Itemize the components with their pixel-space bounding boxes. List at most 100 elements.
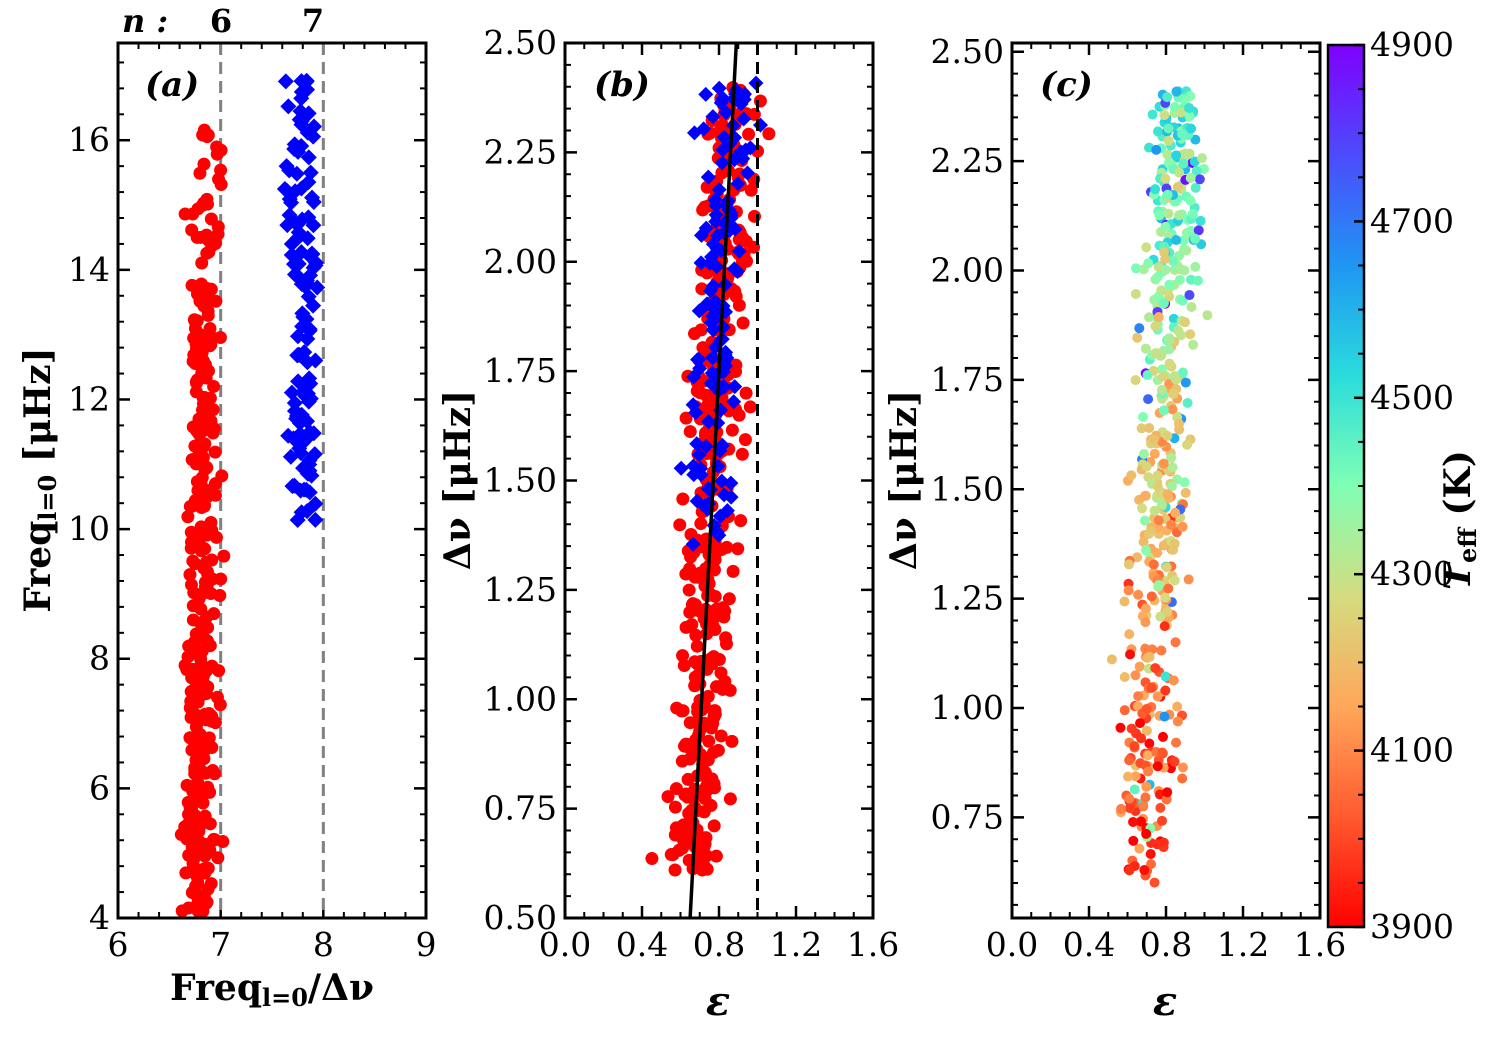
panel-c-point: [1158, 405, 1169, 416]
panel-c-point: [1134, 323, 1145, 334]
panel-c-x-tick-label: 0.4: [1063, 925, 1115, 964]
panel-b-point-n7: [705, 109, 721, 125]
panel-c-point: [1196, 153, 1207, 164]
panel-a-point-n6: [188, 763, 202, 777]
panel-c-point: [1138, 448, 1149, 459]
panel-c-point: [1177, 295, 1188, 306]
panel-b-point-n6: [689, 628, 703, 642]
panel-c-point: [1152, 761, 1163, 772]
panel-a-point-n6: [191, 785, 205, 799]
panel-c-point: [1168, 389, 1179, 400]
panel-c-point: [1136, 733, 1147, 744]
panel-a-point-n6: [191, 484, 205, 498]
panel-c-point: [1130, 375, 1141, 386]
panel-b-point-n6: [688, 570, 702, 584]
panel-c-point: [1126, 470, 1137, 481]
panel-b-x-tick-label: 0.0: [539, 925, 591, 964]
panel-c-point: [1184, 111, 1195, 122]
panel-b-point-n6: [698, 837, 712, 851]
panel-c-point: [1150, 184, 1161, 195]
panel-a-point-n6: [193, 727, 207, 741]
panel-a-tag: (a): [145, 65, 199, 105]
panel-a-y-tick-label: 16: [68, 120, 110, 159]
panel-c-point: [1167, 255, 1178, 266]
panel-b-point-n6: [661, 790, 675, 804]
panel-c-point: [1170, 507, 1181, 518]
panel-a-point-n6: [215, 469, 229, 483]
panel-a-y-tick-label: 6: [89, 768, 110, 807]
panel-a-point-n6: [197, 561, 211, 575]
panel-a-point-n6: [179, 866, 193, 880]
panel-c-point: [1141, 828, 1152, 839]
panel-c-point: [1132, 332, 1143, 343]
panel-c-point: [1186, 301, 1197, 312]
panel-b-point-n6: [720, 540, 734, 554]
panel-c-point: [1130, 263, 1141, 274]
panel-c-y-tick-label: 0.75: [931, 797, 1004, 836]
panel-a-x-tick-labels: 6 7 8 9: [108, 925, 437, 964]
panel-c-point: [1140, 792, 1151, 803]
panel-a-point-n7: [277, 73, 294, 90]
panel-b-point-n6: [676, 704, 690, 718]
panel-a-point-n6: [210, 690, 224, 704]
panel-c-point: [1187, 208, 1198, 219]
panel-a-point-n7: [302, 267, 319, 284]
panel-a-y-tick-label: 14: [68, 250, 110, 289]
panel-a-point-n6: [198, 580, 212, 594]
panel-b-point-n6: [690, 639, 704, 653]
panel-a-point-n7: [297, 278, 314, 295]
panel-a-point-n7: [294, 305, 311, 322]
panel-b-point-n6: [696, 341, 710, 355]
panel-c-point: [1143, 528, 1154, 539]
colorbar-tick-label: 4100: [1370, 731, 1454, 770]
panel-c-point: [1152, 691, 1163, 702]
panel-b-y-axis-title: Δν [μHz]: [437, 390, 479, 570]
panel-b-point-n7: [708, 207, 724, 223]
panel-a-point-n6: [203, 785, 217, 799]
panel-c-point: [1179, 477, 1190, 488]
panel-b-point-n7: [700, 169, 716, 185]
panel-c-point: [1177, 521, 1188, 532]
panel-c-point: [1115, 722, 1126, 733]
panel-c-point: [1182, 439, 1193, 450]
panel-c-point: [1164, 344, 1175, 355]
panel-c-point: [1146, 591, 1157, 602]
panel-b-point-n7: [738, 142, 754, 158]
panel-c-point: [1144, 651, 1155, 662]
panel-b-y-tick-label: 0.50: [484, 898, 557, 937]
panel-a-point-n6: [211, 227, 225, 241]
panel-b-point-n7: [726, 394, 742, 410]
panel-c-point: [1119, 671, 1130, 682]
panel-c-point: [1162, 606, 1173, 617]
panel-a-point-n6: [182, 807, 196, 821]
panel-a-point-n6: [197, 676, 211, 690]
panel-a-point-n6: [187, 313, 201, 327]
panel-c: 0.0 0.4 0.8 1.2 1.6 0.75 1.00 1.25 1.50 1.75 2.00…: [883, 32, 1346, 1025]
panel-b-point-n6: [668, 800, 682, 814]
panel-a-point-n6: [199, 228, 213, 242]
panel-b-point-n6: [725, 734, 739, 748]
panel-a-frame: [116, 41, 428, 920]
panel-c-point: [1153, 579, 1164, 590]
panel-c-point: [1132, 701, 1143, 712]
panel-b-point-n7: [673, 460, 689, 476]
panel-b-point-n7: [707, 192, 723, 208]
panel-a-point-n7: [286, 395, 303, 412]
panel-c-point: [1194, 174, 1205, 185]
panel-a-point-n6: [187, 586, 201, 600]
panel-b-y-tick-labels: 0.50 0.75 1.00 1.25 1.50 1.75 2.00 2.25 2.50: [484, 23, 557, 937]
colorbar-tick-label: 4700: [1370, 201, 1454, 240]
panel-b-point-n7: [689, 493, 705, 509]
panel-a-point-n7: [295, 460, 312, 477]
panel-c-point: [1124, 755, 1135, 766]
panel-c-point: [1195, 215, 1206, 226]
panel-a-x-tick-label: 8: [313, 925, 334, 964]
panel-c-point: [1202, 310, 1213, 321]
panel-b-point-n7: [748, 75, 764, 91]
panel-b-point-n6: [709, 680, 723, 694]
panel-a-point-n6: [217, 549, 231, 563]
panel-a-y-tick-label: 4: [89, 898, 110, 937]
panel-a-point-n7: [301, 370, 318, 387]
panel-b-point-n6: [712, 653, 726, 667]
